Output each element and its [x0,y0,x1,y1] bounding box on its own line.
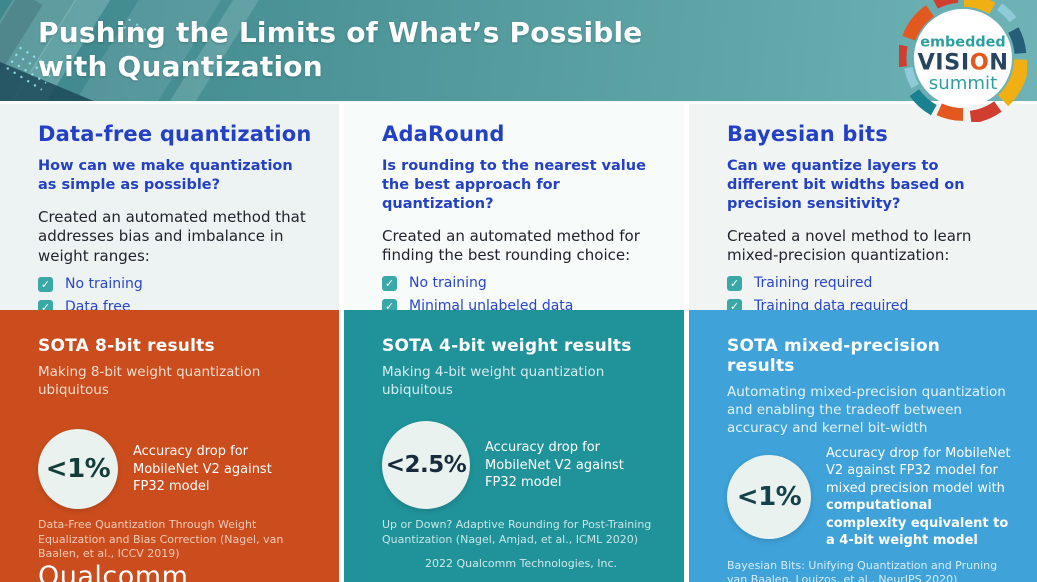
metric-value: <1% [736,482,802,513]
checklist-item: ✓ No training [382,275,658,291]
results-heading: SOTA 8-bit results [38,336,215,356]
column-heading: AdaRound [382,122,505,146]
column-bayesian-bits: Bayesian bits Can we quantize layers to … [689,104,1037,582]
column-heading: Bayesian bits [727,122,888,146]
citation: Data-Free Quantization Through Weight Eq… [38,518,284,561]
results-subheading: Making 4-bit weight quantization ubiquit… [382,364,605,399]
metric-row: <1% Accuracy drop for MobileNet V2 again… [38,429,315,510]
check-icon: ✓ [727,275,742,291]
metric-circle: <1% [38,429,118,510]
metric-row: <2.5% Accuracy drop for MobileNet V2 aga… [382,421,660,510]
metric-caption-text: Accuracy drop for MobileNet V2 against F… [826,445,1011,496]
results-heading: SOTA mixed-precision results [727,336,941,376]
metric-caption: Accuracy drop for MobileNet V2 against F… [485,439,625,492]
metric-caption-text: Accuracy drop for MobileNet V2 against F… [485,440,624,491]
results-panel: SOTA 4-bit weight results Making 4-bit w… [344,310,684,582]
content-columns: Data-free quantization How can we make q… [0,104,1037,582]
metric-circle: <2.5% [382,421,470,510]
results-subheading: Making 8-bit weight quantization ubiquit… [38,364,261,399]
metric-circle: <1% [727,455,811,540]
header-decoration [0,0,43,101]
embedded-vision-summit-logo: embedded VISION summit [899,0,1027,122]
metric-caption-bold-text: computational complexity equivalent to a… [826,498,1009,549]
column-intro-panel: Bayesian bits Can we quantize layers to … [689,104,1037,353]
column-intro-panel: Data-free quantization How can we make q… [0,104,339,315]
citation: Bayesian Bits: Unifying Quantization and… [727,558,998,582]
check-icon: ✓ [38,276,53,292]
logo-circle [913,8,1013,108]
results-panel: SOTA 8-bit results Making 8-bit weight q… [0,310,339,582]
check-icon: ✓ [382,275,397,291]
header-banner: Pushing the Limits of What’s Possible wi… [0,0,1037,101]
logo-vision-text: VISION [917,50,1008,76]
slide-title-line1: Pushing the Limits of What’s Possible [38,16,643,49]
checklist-item: ✓ No training [38,276,313,292]
results-subheading: Automating mixed-precision quantization … [727,384,1006,437]
slide-title: Pushing the Limits of What’s Possible wi… [38,16,642,83]
qualcomm-logo: Qualcomm [38,561,189,582]
metric-row: <1% Accuracy drop for MobileNet V2 again… [727,445,1013,550]
citation: Up or Down? Adaptive Rounding for Post-T… [382,518,652,546]
slide-title-line2: with Quantization [38,49,323,83]
column-data-free-quantization: Data-free quantization How can we make q… [0,104,339,582]
checklist-item: ✓ Training required [727,275,1011,291]
check-label: Training required [754,275,873,292]
logo-summit-text: summit [929,73,997,94]
column-intro-panel: AdaRound Is rounding to the nearest valu… [344,104,684,314]
results-heading: SOTA 4-bit weight results [382,336,632,356]
metric-caption-text: Accuracy drop for MobileNet V2 against F… [133,444,272,495]
column-description: Created a novel method to learn mixed-pr… [727,226,972,265]
check-label: No training [409,275,487,292]
column-description: Created an automated method that address… [38,207,306,266]
copyright-notice: 2022 Qualcomm Technologies, Inc. [424,557,618,570]
metric-caption: Accuracy drop for MobileNet V2 against F… [133,443,273,496]
column-description: Created an automated method for finding … [382,226,640,265]
column-adaround: AdaRound Is rounding to the nearest valu… [344,104,684,582]
check-icon: ✓ [727,298,742,314]
metric-value: <2.5% [385,452,467,479]
check-icon: ✓ [382,298,397,314]
column-question: Can we quantize layers to different bit … [727,158,965,212]
column-question: How can we make quantization as simple a… [38,158,293,193]
metric-caption: Accuracy drop for MobileNet V2 against F… [826,445,1013,550]
logo-embedded-text: embedded [920,34,1005,50]
metric-value: <1% [45,454,111,485]
column-question: Is rounding to the nearest value the bes… [382,158,646,212]
check-label: No training [65,276,143,293]
column-heading: Data-free quantization [38,122,312,146]
checklist: ✓ No training ✓ Minimal unlabeled data [382,275,658,314]
results-panel: SOTA mixed-precision results Automating … [689,310,1037,582]
